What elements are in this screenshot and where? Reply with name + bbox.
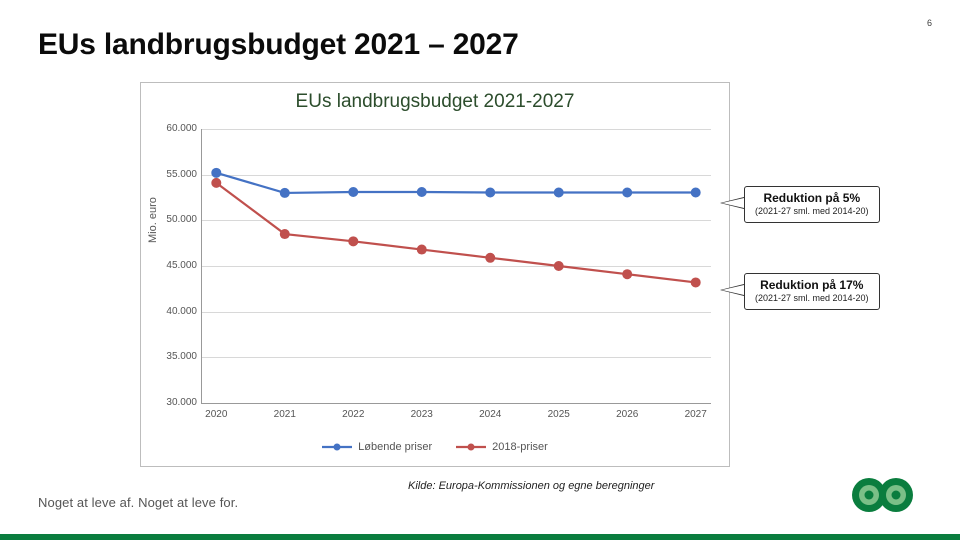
callout-title-0: Reduktion på 5% — [763, 191, 860, 205]
slide-title: EUs landbrugsbudget 2021 – 2027 — [38, 28, 519, 62]
callout-tail-0-fill — [722, 198, 744, 208]
footer-slogan: Noget at leve af. Noget at leve for. — [38, 495, 238, 510]
y-tick-label: 30.000 — [165, 397, 197, 408]
legend-label-1: 2018-priser — [492, 441, 548, 453]
x-tick-label: 2021 — [274, 409, 296, 420]
x-tick-label: 2022 — [342, 409, 364, 420]
callout-tail-1-fill — [722, 285, 744, 295]
y-tick-label: 55.000 — [165, 169, 197, 180]
brand-logo — [846, 474, 924, 516]
series-marker-1 — [211, 178, 221, 188]
x-tick-label: 2025 — [548, 409, 570, 420]
legend-swatch-1 — [456, 442, 486, 452]
series-marker-0 — [211, 168, 221, 178]
series-marker-1 — [691, 277, 701, 287]
y-axis-label: Mio. euro — [147, 197, 159, 243]
x-tick-label: 2024 — [479, 409, 501, 420]
source-text: Kilde: Europa-Kommissionen og egne bereg… — [408, 480, 708, 494]
series-marker-0 — [417, 187, 427, 197]
page-number: 6 — [927, 18, 932, 28]
y-tick-label: 40.000 — [165, 306, 197, 317]
legend-label-0: Løbende priser — [358, 441, 432, 453]
chart-container: EUs landbrugsbudget 2021-2027 30.000 35.0… — [140, 82, 730, 467]
callout-reduction-5: Reduktion på 5% (2021-27 sml. med 2014-2… — [744, 186, 880, 223]
y-tick-label: 50.000 — [165, 214, 197, 225]
legend-item-series-1: 2018-priser — [456, 441, 548, 453]
x-tick-label: 2020 — [205, 409, 227, 420]
series-marker-1 — [417, 245, 427, 255]
y-tick-label: 45.000 — [165, 260, 197, 271]
x-tick-label: 2026 — [616, 409, 638, 420]
callout-sub-1: (2021-27 sml. med 2014-20) — [755, 293, 869, 304]
series-marker-0 — [485, 187, 495, 197]
series-marker-0 — [280, 188, 290, 198]
series-marker-0 — [691, 187, 701, 197]
series-marker-0 — [554, 187, 564, 197]
y-tick-label: 35.000 — [165, 351, 197, 362]
callout-sub-0: (2021-27 sml. med 2014-20) — [755, 206, 869, 217]
legend-swatch-0 — [322, 442, 352, 452]
series-marker-1 — [280, 229, 290, 239]
callout-title-1: Reduktion på 17% — [760, 278, 863, 292]
series-marker-1 — [622, 269, 632, 279]
plot-area — [201, 129, 711, 403]
x-axis-line — [201, 403, 711, 404]
x-tick-label: 2023 — [411, 409, 433, 420]
chart-title: EUs landbrugsbudget 2021-2027 — [141, 91, 729, 113]
series-marker-1 — [485, 253, 495, 263]
series-marker-0 — [348, 187, 358, 197]
series-marker-0 — [622, 187, 632, 197]
callout-reduction-17: Reduktion på 17% (2021-27 sml. med 2014-… — [744, 273, 880, 310]
accent-bar — [0, 534, 960, 540]
series-marker-1 — [348, 236, 358, 246]
x-tick-label: 2027 — [685, 409, 707, 420]
series-marker-1 — [554, 261, 564, 271]
legend-item-series-0: Løbende priser — [322, 441, 432, 453]
chart-legend: Løbende priser 2018-priser — [141, 434, 729, 460]
y-tick-label: 60.000 — [165, 123, 197, 134]
chart-svg — [201, 129, 711, 403]
